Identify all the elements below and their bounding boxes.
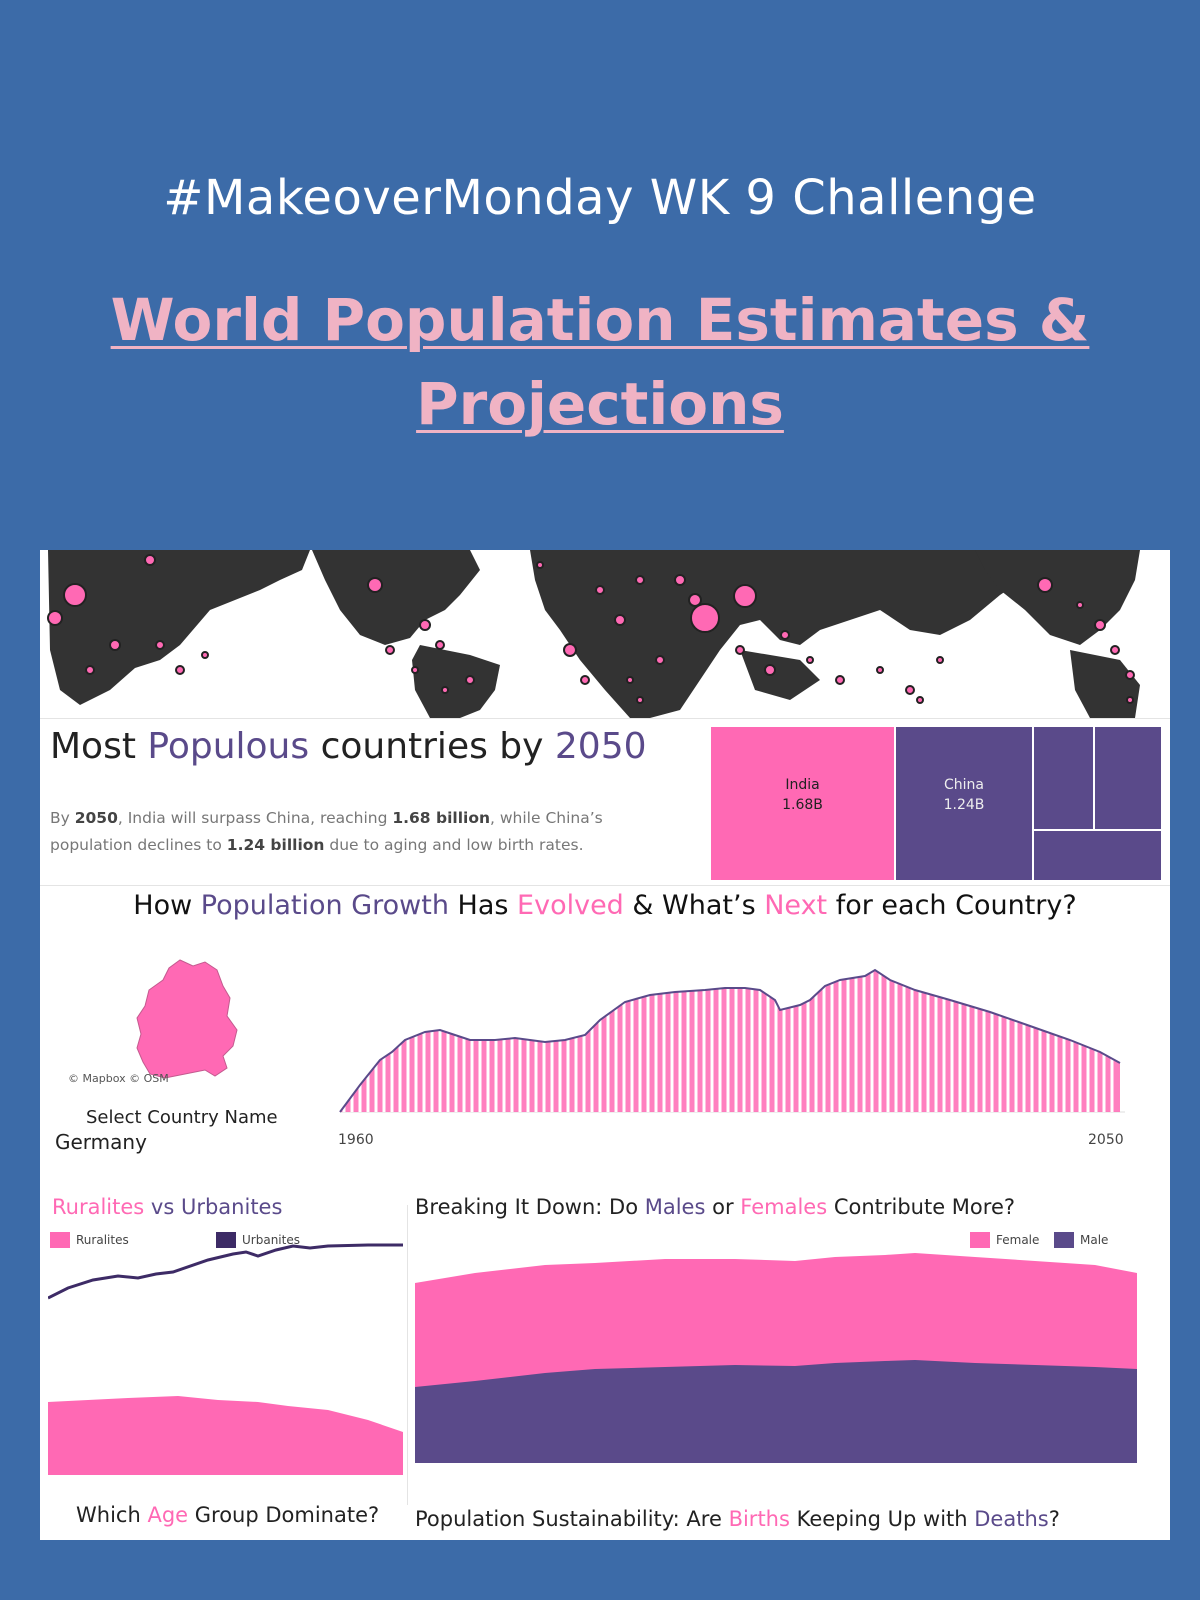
populous-description: By 2050, India will surpass China, reach… [50, 805, 670, 859]
rural-urban-chart [47, 1240, 403, 1490]
world-map-graphic [40, 550, 1170, 718]
growth-title-text-2: Has [448, 890, 518, 921]
populous-title-highlight-2: 2050 [554, 726, 647, 767]
sustain-title-deaths: Deaths [974, 1507, 1049, 1531]
treemap-cell-china[interactable]: China 1.24B [895, 726, 1033, 881]
map-credit: © Mapbox © OSM [68, 1072, 169, 1085]
age-title-text-2: Group Dominate? [188, 1503, 380, 1527]
legend-ruralites: Ruralites [76, 1233, 129, 1247]
sustain-title-text-2: Keeping Up with [789, 1507, 975, 1531]
dashboard-screenshot: Most Populous countries by 2050 By 2050,… [40, 550, 1170, 1540]
sustain-title-text-3: ? [1048, 1507, 1060, 1531]
divider [40, 718, 1170, 719]
legend-urbanites-swatch [216, 1232, 236, 1248]
growth-title: How Population Growth Has Evolved & What… [40, 890, 1170, 921]
legend-female: Female [996, 1233, 1040, 1247]
growth-chart [330, 960, 1150, 1130]
sustain-title-births: Births [728, 1507, 790, 1531]
rural-title-vs: vs [144, 1195, 181, 1219]
populous-title-text-1: Most [50, 726, 148, 767]
gender-title-or: or [705, 1195, 741, 1219]
gender-title-males: Males [644, 1195, 706, 1219]
rural-title-urban: Urbanites [180, 1195, 283, 1219]
age-title-age: Age [147, 1503, 189, 1527]
desc-text-2: , India will surpass China, reaching [117, 809, 393, 827]
germany-map[interactable] [65, 958, 255, 1088]
sustain-title: Population Sustainability: Are Births Ke… [415, 1507, 1060, 1531]
legend-urbanites: Urbanites [242, 1233, 300, 1247]
treemap-china-label: China [944, 777, 984, 793]
rural-title-rural: Ruralites [52, 1195, 145, 1219]
sustain-title-text-1: Population Sustainability: Are [415, 1507, 729, 1531]
growth-title-next: Next [764, 890, 828, 921]
axis-tick-end: 2050 [1088, 1132, 1124, 1148]
gender-chart [415, 1235, 1137, 1495]
desc-year: 2050 [74, 809, 118, 827]
divider [40, 885, 1170, 886]
vertical-divider [407, 1205, 408, 1505]
populous-title: Most Populous countries by 2050 [50, 726, 647, 767]
treemap-india-value: 1.68B [782, 797, 823, 813]
desc-text-1: By [50, 809, 75, 827]
populous-title-text-2: countries by [309, 726, 555, 767]
age-title: Which Age Group Dominate? [76, 1503, 379, 1527]
growth-title-text-4: for each Country? [827, 890, 1077, 921]
world-map[interactable] [40, 550, 1170, 718]
legend-male: Male [1080, 1233, 1109, 1247]
gender-title-text-2: Contribute More? [827, 1195, 1016, 1219]
rural-title: Ruralites vs Urbanites [52, 1195, 282, 1219]
desc-text-4: due to aging and low birth rates. [324, 836, 584, 854]
gender-graphic [415, 1253, 1137, 1463]
germany-shape [136, 959, 238, 1079]
populous-title-highlight-1: Populous [147, 726, 310, 767]
growth-chart-graphic [339, 960, 1125, 1113]
treemap-cell-india[interactable]: India 1.68B [710, 726, 895, 881]
rural-urban-graphic [47, 1243, 403, 1475]
gender-title: Breaking It Down: Do Males or Females Co… [415, 1195, 1015, 1219]
axis-tick-start: 1960 [338, 1132, 374, 1148]
growth-title-evolved: Evolved [517, 890, 624, 921]
legend-male-swatch [1054, 1232, 1074, 1248]
challenge-title: #MakeoverMonday WK 9 Challenge [163, 170, 1037, 226]
treemap: India 1.68B China 1.24B [710, 726, 1162, 881]
gender-title-text-1: Breaking It Down: Do [415, 1195, 645, 1219]
gender-title-females: Females [740, 1195, 828, 1219]
treemap-cell-4[interactable] [1094, 726, 1162, 830]
desc-india-value: 1.68 billion [392, 809, 491, 827]
treemap-china-value: 1.24B [943, 797, 985, 813]
legend-ruralites-swatch [50, 1232, 70, 1248]
viz-title-link[interactable]: World Population Estimates & Projections [110, 286, 1090, 438]
treemap-cell-3[interactable] [1033, 726, 1094, 830]
growth-title-text-1: How [133, 890, 201, 921]
country-select-label: Select Country Name [86, 1107, 278, 1128]
age-title-text-1: Which [76, 1503, 148, 1527]
growth-title-text-3: & What’s [623, 890, 765, 921]
growth-title-pop: Population Growth [200, 890, 449, 921]
legend-female-swatch [970, 1232, 990, 1248]
desc-text-3: , while China’s population declines to [50, 809, 603, 854]
desc-china-value: 1.24 billion [226, 836, 325, 854]
treemap-cell-5[interactable] [1033, 830, 1162, 881]
country-select[interactable]: Germany [55, 1130, 147, 1154]
treemap-india-label: India [785, 777, 820, 793]
